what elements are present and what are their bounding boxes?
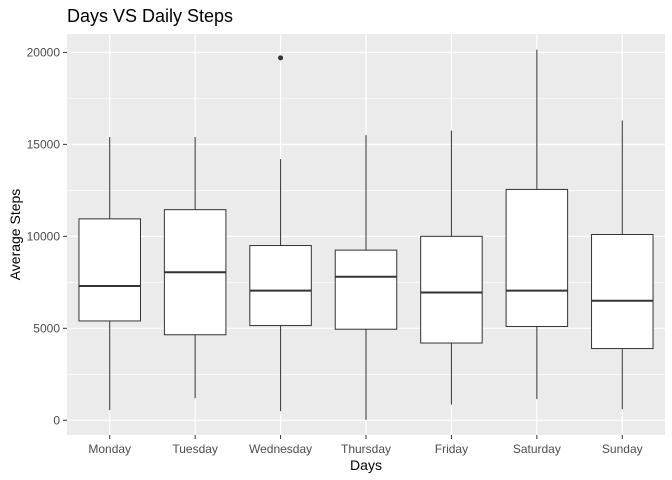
y-axis-title: Average Steps: [7, 189, 23, 281]
box-body: [78, 218, 141, 322]
x-axis-title: Days: [350, 457, 382, 473]
x-tick-label: Tuesday: [172, 442, 218, 456]
outlier-point: [278, 55, 284, 61]
x-tick-label: Friday: [435, 442, 468, 456]
box-body: [591, 234, 654, 350]
box-monday: [78, 137, 141, 411]
chart-title: Days VS Daily Steps: [67, 6, 233, 26]
x-tick-label: Sunday: [602, 442, 643, 456]
y-tick-label: 15000: [27, 137, 61, 151]
box-body: [505, 188, 569, 327]
y-tick-label: 20000: [27, 45, 61, 59]
box-thursday: [334, 135, 398, 420]
box-body: [334, 249, 398, 330]
y-tick-label: 0: [53, 413, 60, 427]
box-body: [420, 235, 483, 344]
x-tick-label: Monday: [88, 442, 131, 456]
box-wednesday: [249, 55, 312, 412]
x-tick-label: Thursday: [341, 442, 391, 456]
box-tuesday: [163, 137, 227, 399]
box-friday: [420, 130, 483, 405]
box-sunday: [591, 120, 654, 410]
y-tick-label: 10000: [27, 229, 61, 243]
box-body: [249, 245, 312, 327]
x-tick-label: Wednesday: [249, 442, 312, 456]
x-tick-label: Saturday: [513, 442, 561, 456]
box-saturday: [505, 49, 569, 400]
x-axis-ticks: Monday Tuesday Wednesday Thursday Friday Satu…: [88, 435, 643, 456]
boxes: [78, 49, 654, 420]
y-axis-ticks: 0 5000 10000 15000 20000: [27, 45, 67, 427]
y-tick-label: 5000: [33, 321, 60, 335]
